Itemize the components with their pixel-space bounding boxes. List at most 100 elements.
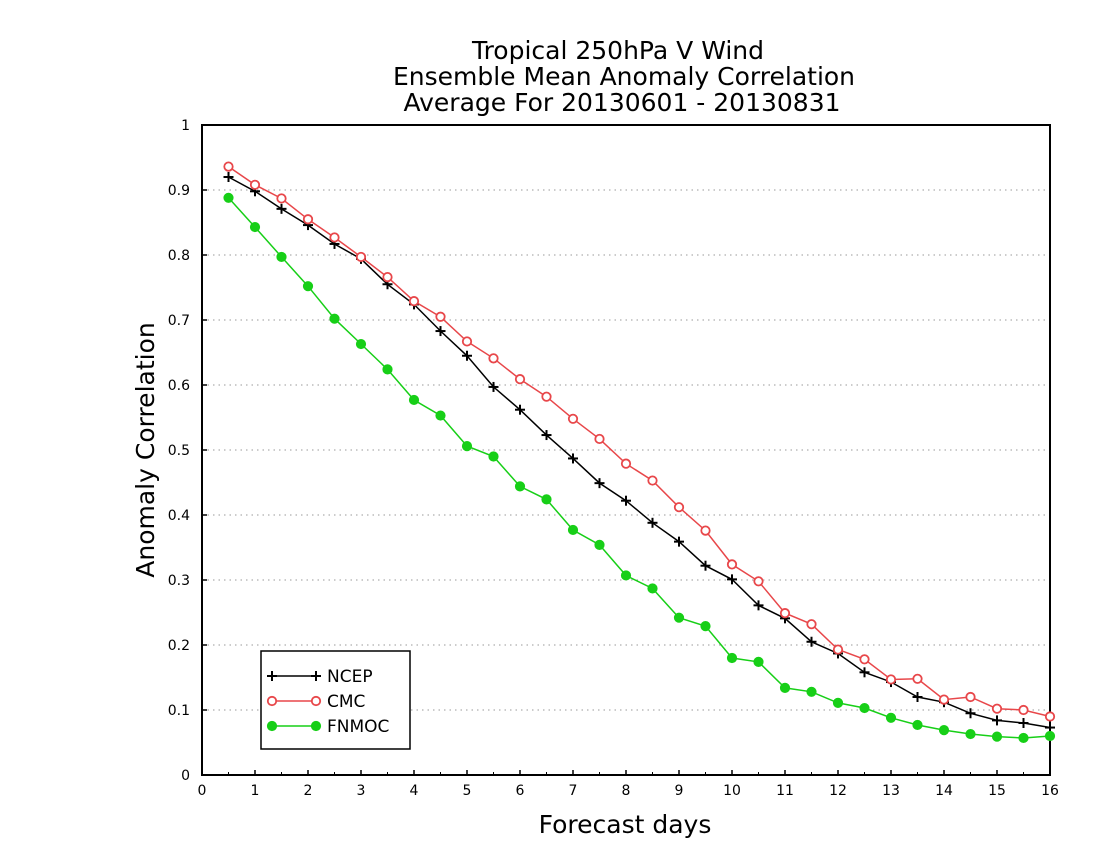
x-tick-label: 13 [882,783,900,799]
y-tick-label: 1 [181,118,190,134]
data-point-fnmoc [594,539,605,551]
x-tick-label: 6 [516,783,525,799]
data-point-cmc [488,353,499,364]
x-tick-label: 1 [251,783,260,799]
x-tick-label: 14 [935,783,953,799]
data-point-cmc [302,214,314,225]
chart-title-line-2: Ensemble Mean Anomaly Correlation [393,62,855,91]
data-point-fnmoc [276,251,287,263]
data-point-cmc [1044,711,1056,722]
data-point-fnmoc [382,364,393,375]
chart-title: Tropical 250hPa V Wind Ensemble Mean Ano… [393,36,855,117]
data-point-cmc [700,525,711,536]
data-point-fnmoc [541,494,552,505]
data-point-fnmoc [832,697,844,708]
legend-box [260,650,411,750]
data-point-cmc [355,251,367,263]
y-tick-label: 0.7 [168,313,190,329]
data-point-cmc [647,475,658,486]
x-tick-label: 0 [198,783,207,799]
data-point-cmc [938,694,950,705]
y-tick-label: 0.3 [168,573,190,589]
y-tick-label: 0.6 [168,378,190,394]
x-tick-label: 10 [723,783,741,799]
series-line-ncep [228,176,1051,729]
x-tick-label: 9 [675,783,684,799]
x-tick-label: 11 [776,783,794,799]
data-point-fnmoc [435,410,446,421]
x-tick-label: 15 [988,783,1006,799]
x-axis: 0 1 2 3 4 5 6 7 8 9 10 11 12 13 14 15 16 [198,770,1059,799]
data-point-cmc [408,296,420,307]
data-point-cmc [223,161,234,172]
data-point-fnmoc [329,313,340,324]
legend-marker-fnmoc [266,720,278,732]
x-tick-label: 7 [569,783,578,799]
data-point-cmc [991,703,1003,714]
data-point-fnmoc [700,621,711,632]
x-tick-label: 3 [357,783,366,799]
data-point-cmc [726,559,738,570]
x-tick-label: 2 [304,783,313,799]
series-fnmoc [223,192,1056,744]
data-point-fnmoc [779,682,791,694]
y-tick-label: 0.1 [168,703,190,719]
legend-label-fnmoc: FNMOC [327,717,389,737]
data-point-fnmoc [673,612,685,623]
data-point-fnmoc [885,712,897,723]
data-point-fnmoc [991,731,1003,742]
data-point-cmc [859,654,870,665]
grid [202,189,1050,711]
data-point-cmc [912,673,923,684]
data-point-cmc [753,576,764,587]
legend-marker-cmc [310,695,322,707]
legend-item-fnmoc: FNMOC [266,717,389,737]
y-tick-label: 0 [181,768,190,784]
data-point-fnmoc [302,281,314,292]
y-axis: 0 0.1 0.2 0.3 0.4 0.5 0.6 0.7 0.8 0.9 1 [168,118,207,784]
data-point-fnmoc [938,725,950,736]
legend-label-ncep: NCEP [327,667,373,687]
data-point-fnmoc [567,524,579,536]
data-point-cmc [1018,704,1029,716]
data-point-fnmoc [408,394,420,406]
x-tick-label: 5 [463,783,472,799]
data-point-cmc [779,608,791,619]
series-ncep [223,172,1055,733]
data-point-fnmoc [859,702,870,714]
data-point-fnmoc [1018,732,1029,744]
data-point-fnmoc [912,719,923,731]
x-tick-label: 12 [829,783,847,799]
data-point-cmc [329,232,340,243]
data-point-fnmoc [620,570,632,581]
data-point-cmc [594,433,605,445]
data-point-cmc [461,336,473,347]
y-tick-label: 0.5 [168,443,190,459]
data-point-cmc [832,644,844,655]
data-point-fnmoc [488,451,499,462]
legend-label-cmc: CMC [327,692,365,712]
data-point-fnmoc [726,652,738,664]
legend-items: NCEP CMC FNMOC [266,667,389,737]
data-point-fnmoc [1044,730,1056,742]
y-tick-label: 0.4 [168,508,190,524]
x-axis-title: Forecast days [539,810,712,839]
data-point-cmc [673,502,685,513]
series-line-cmc [228,165,1051,718]
data-point-cmc [514,374,526,385]
legend-marker-cmc [266,695,278,707]
data-point-fnmoc [249,221,261,233]
legend-item-cmc: CMC [266,692,365,712]
data-point-cmc [435,311,446,322]
data-point-cmc [620,458,632,469]
chart-title-line-3: Average For 20130601 - 20130831 [403,88,840,117]
data-point-fnmoc [223,192,234,203]
data-point-fnmoc [806,686,817,697]
y-tick-label: 0.2 [168,638,190,654]
data-point-cmc [965,691,976,703]
series-cmc [223,161,1056,722]
data-point-cmc [382,271,393,283]
y-tick-label: 0.9 [168,183,190,199]
legend-marker-fnmoc [310,720,322,732]
